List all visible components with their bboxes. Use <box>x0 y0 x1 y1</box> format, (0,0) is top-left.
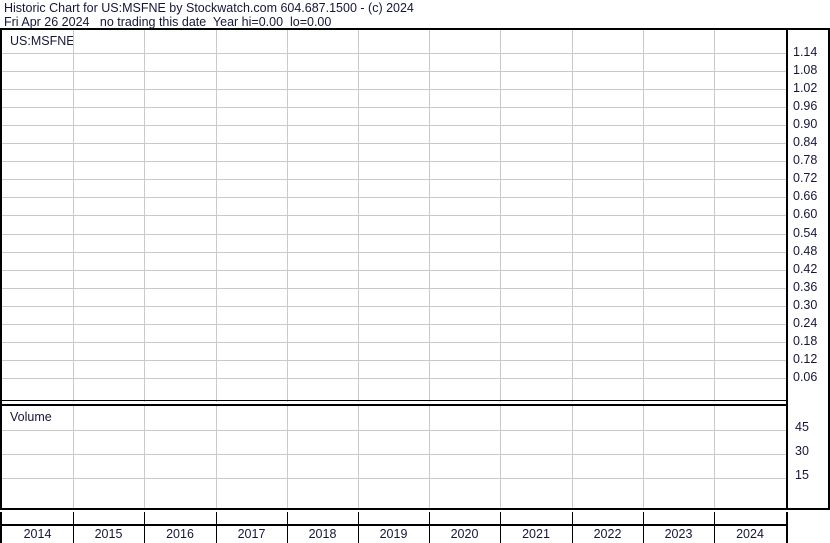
x-axis-year-label: 2017 <box>216 526 287 543</box>
price-axis-label: 0.60 <box>793 207 818 222</box>
year-cell-divider <box>216 526 217 543</box>
x-axis-year-label: 2022 <box>572 526 643 543</box>
gridline-horizontal <box>2 71 786 73</box>
gridline-vertical <box>643 406 644 508</box>
chart-header: Historic Chart for US:MSFNE by Stockwatc… <box>0 0 830 30</box>
year-cell-divider <box>144 526 145 543</box>
gridline-horizontal <box>2 251 786 253</box>
gridline-vertical <box>216 406 217 508</box>
gridline-vertical <box>500 406 501 508</box>
x-axis-tick <box>429 512 430 524</box>
plot-frame: US:MSFNE Volume <box>0 30 788 510</box>
year-cell-divider <box>572 526 573 543</box>
price-axis-label: 0.90 <box>793 117 818 132</box>
year-cell-divider <box>643 526 644 543</box>
x-axis-tick <box>643 512 644 524</box>
year-cell-divider <box>73 526 74 543</box>
price-axis-label: 1.02 <box>793 81 818 96</box>
year-cell-divider <box>714 526 715 543</box>
gridline-horizontal <box>2 233 786 235</box>
price-axis-label: 0.12 <box>793 351 818 366</box>
gridline-vertical <box>714 406 715 508</box>
price-axis-label: 0.66 <box>793 189 818 204</box>
x-axis-tick <box>287 512 288 524</box>
volume-axis-label: 30 <box>795 444 809 458</box>
price-axis-label: 0.84 <box>793 135 818 150</box>
gridline-horizontal <box>2 359 786 361</box>
x-axis-year-label: 2014 <box>23 527 52 541</box>
price-axis-label: 1.08 <box>793 63 818 78</box>
gridline-horizontal <box>2 161 786 163</box>
x-axis-year-label: 2023 <box>643 526 714 543</box>
volume-axis-label: 15 <box>795 468 809 482</box>
gridline-horizontal <box>2 305 786 307</box>
gridline-horizontal <box>2 215 786 217</box>
gridline-horizontal <box>2 197 786 199</box>
price-panel: US:MSFNE <box>2 30 786 402</box>
price-axis-label: 0.24 <box>793 315 818 330</box>
gridline-horizontal <box>2 287 786 289</box>
gridline-horizontal <box>2 107 786 109</box>
price-panel-symbol-label: US:MSFNE <box>10 34 75 48</box>
price-axis-label: 0.78 <box>793 153 818 168</box>
x-axis-tick <box>500 512 501 524</box>
gridline-vertical <box>429 406 430 508</box>
x-axis-year-label: 2024 <box>714 526 786 543</box>
gridline-horizontal <box>2 179 786 181</box>
gridline-horizontal <box>2 89 786 91</box>
gridline-vertical <box>572 406 573 508</box>
gridline-horizontal <box>2 125 786 127</box>
x-axis-tick <box>73 512 74 524</box>
price-axis-label: 0.54 <box>793 225 818 240</box>
x-axis-year-label: 2019 <box>358 526 429 543</box>
x-axis-year-label: 2018 <box>287 526 358 543</box>
price-axis-label: 1.14 <box>793 45 818 59</box>
gridline-horizontal <box>2 430 786 431</box>
x-axis-tick <box>572 512 573 524</box>
price-axis-label: 0.06 <box>793 369 818 384</box>
gridline-vertical <box>287 406 288 508</box>
gridline-horizontal <box>2 377 786 379</box>
x-axis-tick <box>358 512 359 524</box>
year-cell-divider <box>500 526 501 543</box>
chart-title: Historic Chart for US:MSFNE by Stockwatc… <box>4 1 414 15</box>
gridline-horizontal <box>2 341 786 343</box>
x-axis-year-label: 2016 <box>144 526 216 543</box>
price-axis-label: 0.36 <box>793 279 818 294</box>
gridline-vertical <box>73 406 74 508</box>
price-axis-label: 0.30 <box>793 297 818 312</box>
panel-separator <box>2 400 786 401</box>
x-axis-year-label: 2015 <box>73 526 144 543</box>
y-axis-scale-column: 1.14 1.08 1.02 0.96 0.90 0.84 0.78 0.72 0.66 0.60… <box>788 30 830 510</box>
x-axis-year-label: 2021 <box>500 526 572 543</box>
x-axis-tick <box>714 512 715 524</box>
price-axis-label: 0.42 <box>793 261 818 276</box>
year-cell-divider <box>287 526 288 543</box>
x-axis-tick <box>144 512 145 524</box>
x-axis-year-label: 2020 <box>429 526 500 543</box>
gridline-vertical <box>358 406 359 508</box>
chart-subtitle: Fri Apr 26 2024 no trading this date Yea… <box>4 15 332 29</box>
x-axis-tick-band <box>0 512 788 524</box>
gridline-horizontal <box>2 143 786 145</box>
x-axis-year-row: 2014 2015 2016 2017 2018 2019 2020 2021 2022 2023… <box>0 524 788 543</box>
gridline-horizontal <box>2 323 786 325</box>
price-axis-label: 0.18 <box>793 333 818 348</box>
gridline-horizontal <box>2 454 786 455</box>
volume-panel: Volume <box>2 404 786 508</box>
price-axis-label: 0.72 <box>793 171 818 186</box>
price-axis-label: 0.48 <box>793 243 818 258</box>
volume-axis-label: 45 <box>795 420 809 434</box>
gridline-vertical <box>144 406 145 508</box>
year-cell-divider <box>429 526 430 543</box>
year-cell-divider <box>358 526 359 543</box>
gridline-horizontal <box>2 53 786 54</box>
price-axis-label: 0.96 <box>793 99 818 114</box>
volume-panel-label: Volume <box>10 410 52 424</box>
gridline-horizontal <box>2 269 786 271</box>
x-axis-tick <box>216 512 217 524</box>
gridline-horizontal <box>2 478 786 479</box>
